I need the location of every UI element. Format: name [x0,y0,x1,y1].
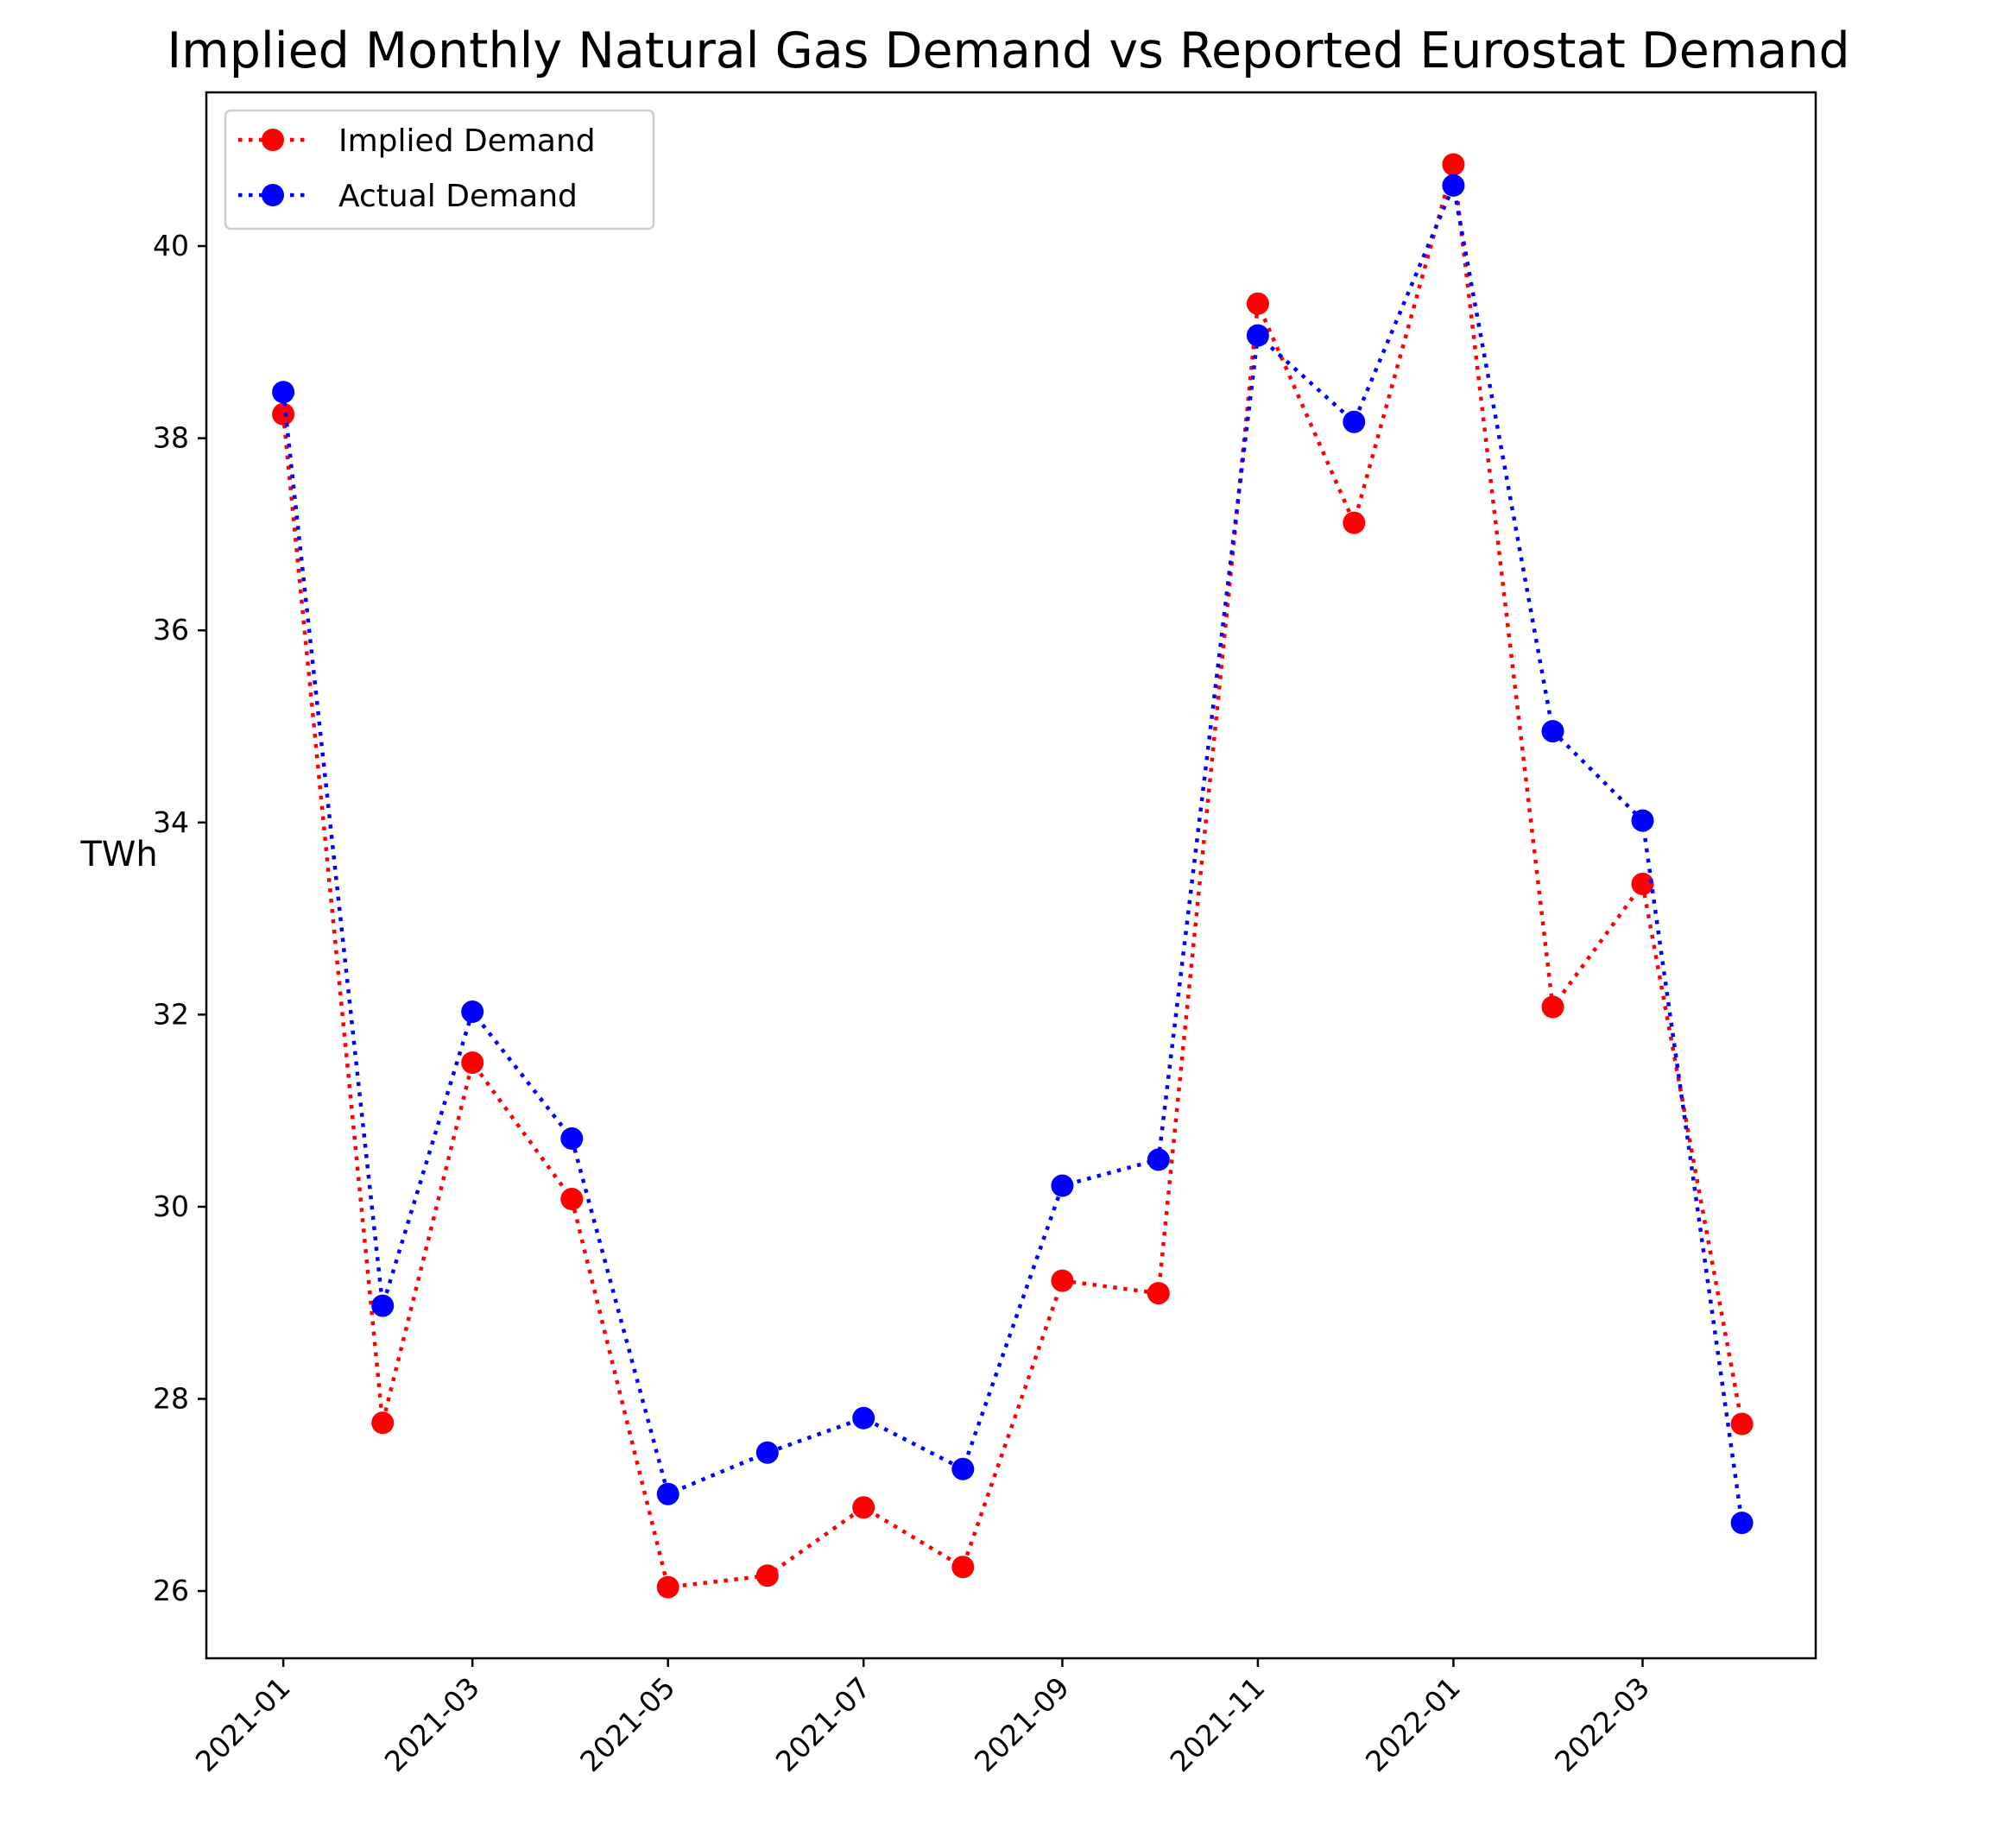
data-point-actual-demand [272,381,295,404]
data-point-actual-demand [1541,720,1564,743]
data-point-actual-demand [656,1482,679,1505]
y-tick-label: 30 [153,1190,189,1223]
legend-label-actual: Actual Demand [338,179,578,214]
x-tick-label: 2021-07 [769,1670,877,1778]
x-tick-label: 2021-11 [1163,1670,1271,1778]
legend-label-implied: Implied Demand [338,123,596,159]
legend-marker-actual [262,184,284,206]
data-point-implied-demand [755,1564,779,1587]
chart-title: Implied Monthly Natural Gas Demand vs Re… [167,22,1849,79]
x-tick-label: 2022-01 [1359,1670,1467,1778]
data-point-actual-demand [461,1000,484,1023]
x-tick-label: 2021-09 [968,1670,1076,1778]
data-point-implied-demand [1442,153,1465,176]
data-point-implied-demand [951,1556,975,1579]
data-point-actual-demand [1051,1174,1074,1197]
data-point-actual-demand [1246,324,1269,347]
legend-marker-implied [262,129,284,151]
data-point-implied-demand [1246,292,1269,315]
y-tick-label: 34 [153,805,189,839]
y-tick-label: 36 [153,613,189,647]
data-point-implied-demand [272,402,295,426]
data-point-implied-demand [1631,873,1654,895]
legend: Implied Demand Actual Demand [224,109,655,230]
data-point-actual-demand [1442,174,1465,197]
y-tick-label: 40 [153,229,189,262]
data-point-actual-demand [1147,1148,1170,1171]
x-tick-label: 2022-03 [1548,1670,1656,1778]
series-line-implied-demand [281,163,1744,1590]
data-point-actual-demand [1631,809,1654,832]
data-point-implied-demand [852,1496,875,1519]
y-tick-label: 28 [153,1382,189,1416]
data-point-implied-demand [1730,1412,1754,1436]
x-tick-label: 2021-03 [378,1670,486,1778]
data-point-actual-demand [371,1294,395,1317]
data-point-implied-demand [560,1188,584,1210]
data-point-actual-demand [560,1127,584,1150]
data-point-actual-demand [755,1441,779,1464]
legend-box [224,109,655,230]
y-axis-label: TWh [79,835,157,874]
data-point-implied-demand [1051,1269,1074,1292]
x-tick-label: 2021-05 [573,1670,681,1778]
y-tick-label: 32 [153,997,189,1031]
data-point-actual-demand [1730,1512,1754,1535]
data-point-implied-demand [461,1051,484,1074]
data-point-implied-demand [371,1411,395,1435]
plot-area: 26 28 30 32 34 36 38 40 2021-01 2021-03 2021-05 202… [153,91,1817,1778]
data-point-actual-demand [951,1457,975,1480]
data-point-actual-demand [852,1406,875,1430]
data-point-implied-demand [656,1575,679,1599]
data-point-implied-demand [1147,1282,1170,1305]
y-tick-label: 38 [153,421,189,455]
series-line-actual-demand [281,179,1744,1524]
axes-frame [205,91,1817,1660]
x-tick-label: 2021-01 [189,1670,297,1778]
y-tick-label: 26 [153,1574,189,1607]
data-point-actual-demand [1343,410,1366,433]
data-point-implied-demand [1343,511,1366,534]
data-point-implied-demand [1541,995,1564,1019]
